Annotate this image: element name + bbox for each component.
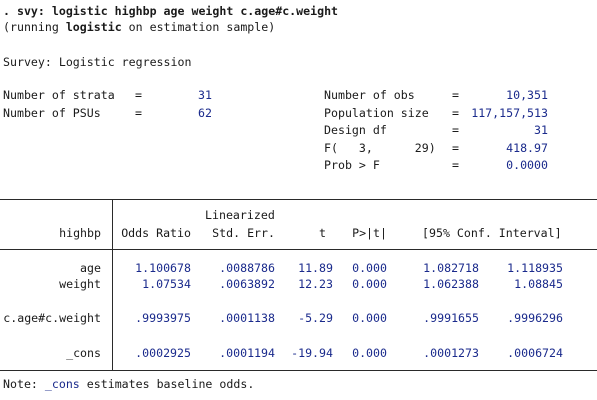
row-weight-se: .0063892 bbox=[219, 277, 275, 291]
row-interaction-or: .9993975 bbox=[135, 311, 191, 325]
stat-strata-label: Number of strata bbox=[3, 88, 115, 102]
row-interaction-name: c.age#c.weight bbox=[3, 311, 101, 325]
row-age-hi: 1.118935 bbox=[507, 261, 563, 275]
row-weight-p: 0.000 bbox=[352, 277, 387, 291]
stat-designdf-value: 31 bbox=[534, 123, 548, 137]
row-weight-t: 12.23 bbox=[298, 277, 333, 291]
row-interaction-hi: .9996296 bbox=[507, 311, 563, 325]
stat-strata-eq: = bbox=[135, 88, 142, 102]
row-cons-name: _cons bbox=[66, 346, 101, 360]
stat-designdf-eq: = bbox=[452, 123, 459, 137]
stat-f-value: 418.97 bbox=[506, 141, 548, 155]
running-suffix: on estimation sample) bbox=[121, 20, 276, 34]
stat-designdf-label: Design df bbox=[324, 123, 387, 137]
table-divider bbox=[112, 199, 113, 370]
stat-psus-value: 62 bbox=[198, 106, 212, 120]
stat-popsize-eq: = bbox=[452, 106, 459, 120]
row-cons-lo: .0001273 bbox=[423, 346, 479, 360]
row-weight-lo: 1.062388 bbox=[423, 277, 479, 291]
running-command: logistic bbox=[65, 20, 122, 34]
note-suffix: estimates baseline odds. bbox=[79, 377, 255, 391]
col-std-err: Std. Err. bbox=[212, 226, 275, 240]
row-interaction-se: .0001138 bbox=[219, 311, 275, 325]
stat-probf-value: 0.0000 bbox=[506, 158, 548, 172]
col-t: t bbox=[319, 226, 326, 240]
row-weight-name: weight bbox=[59, 277, 101, 291]
stat-probf-label: Prob > F bbox=[324, 158, 380, 172]
row-cons-hi: .0006724 bbox=[507, 346, 563, 360]
row-weight-or: 1.07534 bbox=[142, 277, 191, 291]
row-cons-or: .0002925 bbox=[135, 346, 191, 360]
command-line: . svy: logistic highbp age weight c.age#… bbox=[3, 4, 339, 18]
stat-obs-eq: = bbox=[452, 88, 459, 102]
table-bottom-rule bbox=[0, 370, 597, 371]
row-interaction-t: -5.29 bbox=[298, 311, 333, 325]
row-age-p: 0.000 bbox=[352, 261, 387, 275]
row-interaction-p: 0.000 bbox=[352, 311, 387, 325]
stat-f-label: F( 3, 29) bbox=[324, 141, 436, 155]
running-prefix: (running bbox=[3, 20, 66, 34]
stat-obs-value: 10,351 bbox=[506, 88, 548, 102]
table-header-rule bbox=[0, 249, 597, 250]
stat-psus-label: Number of PSUs bbox=[3, 106, 101, 120]
col-odds-ratio: Odds Ratio bbox=[121, 226, 191, 240]
footnote: Note: _cons estimates baseline odds. bbox=[3, 377, 254, 391]
table-top-rule bbox=[0, 199, 597, 200]
row-interaction-lo: .9991655 bbox=[423, 311, 479, 325]
col-p: P>|t| bbox=[352, 226, 387, 240]
note-cons-link[interactable]: _cons bbox=[44, 377, 80, 391]
row-age-or: 1.100678 bbox=[135, 261, 191, 275]
note-prefix: Note: bbox=[3, 377, 45, 391]
row-cons-t: -19.94 bbox=[291, 346, 333, 360]
row-weight-hi: 1.08845 bbox=[514, 277, 563, 291]
row-age-name: age bbox=[80, 261, 101, 275]
stat-psus-eq: = bbox=[135, 106, 142, 120]
col-depvar: highbp bbox=[59, 226, 101, 240]
stat-popsize-value: 117,157,513 bbox=[471, 106, 548, 120]
col-linearized: Linearized bbox=[205, 208, 275, 222]
row-cons-p: 0.000 bbox=[352, 346, 387, 360]
row-age-t: 11.89 bbox=[298, 261, 333, 275]
stat-obs-label: Number of obs bbox=[324, 88, 415, 102]
survey-title: Survey: Logistic regression bbox=[3, 55, 192, 69]
stat-f-eq: = bbox=[452, 141, 459, 155]
stat-popsize-label: Population size bbox=[324, 106, 429, 120]
stat-probf-eq: = bbox=[452, 158, 459, 172]
running-note: (running logistic on estimation sample) bbox=[3, 20, 275, 34]
row-age-se: .0088786 bbox=[219, 261, 275, 275]
stat-strata-value: 31 bbox=[198, 88, 212, 102]
row-cons-se: .0001194 bbox=[219, 346, 275, 360]
col-conf-interval: [95% Conf. Interval] bbox=[422, 226, 562, 240]
row-age-lo: 1.082718 bbox=[423, 261, 479, 275]
